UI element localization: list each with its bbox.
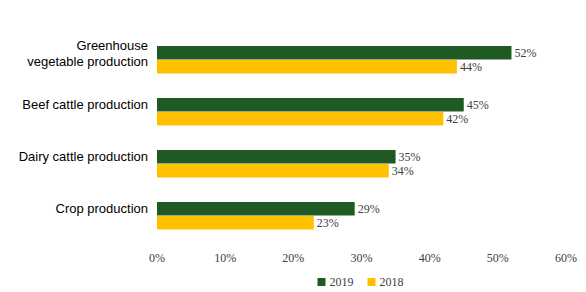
legend: 2019 2018	[318, 275, 404, 289]
data-label: 45%	[467, 98, 489, 112]
bars	[157, 46, 511, 230]
data-label: 52%	[514, 46, 536, 60]
legend-label: 2019	[330, 275, 354, 289]
bar	[157, 60, 457, 74]
data-label: 42%	[446, 112, 468, 126]
category-label: Beef cattle production	[22, 97, 148, 112]
data-label: 34%	[392, 164, 414, 178]
bar	[157, 202, 355, 216]
category-label: Crop production	[56, 201, 149, 216]
x-tick-label: 60%	[555, 251, 577, 265]
category-label: Dairy cattle production	[19, 149, 148, 164]
data-label: 29%	[358, 202, 380, 216]
bar	[157, 98, 464, 112]
x-tick-label: 20%	[282, 251, 304, 265]
category-label-line: vegetable production	[27, 54, 148, 69]
data-label: 35%	[399, 150, 421, 164]
legend-swatch	[368, 278, 376, 286]
bar	[157, 164, 389, 178]
data-label: 23%	[317, 216, 339, 230]
x-tick-label: 40%	[419, 251, 441, 265]
x-tick-label: 0%	[149, 251, 165, 265]
data-label: 44%	[460, 60, 482, 74]
category-label-line: Greenhouse	[76, 38, 148, 53]
category-label: Greenhousevegetable production	[27, 38, 148, 69]
bar	[157, 150, 396, 164]
x-tick-label: 50%	[487, 251, 509, 265]
legend-swatch	[318, 278, 326, 286]
bar	[157, 112, 443, 126]
bar	[157, 216, 314, 230]
bar	[157, 46, 511, 60]
chart: 0% 10% 20% 30% 40% 50% 60% Greenhousevegetable …	[0, 0, 586, 292]
x-tick-label: 30%	[351, 251, 373, 265]
x-tick-label: 10%	[214, 251, 236, 265]
legend-label: 2018	[380, 275, 404, 289]
